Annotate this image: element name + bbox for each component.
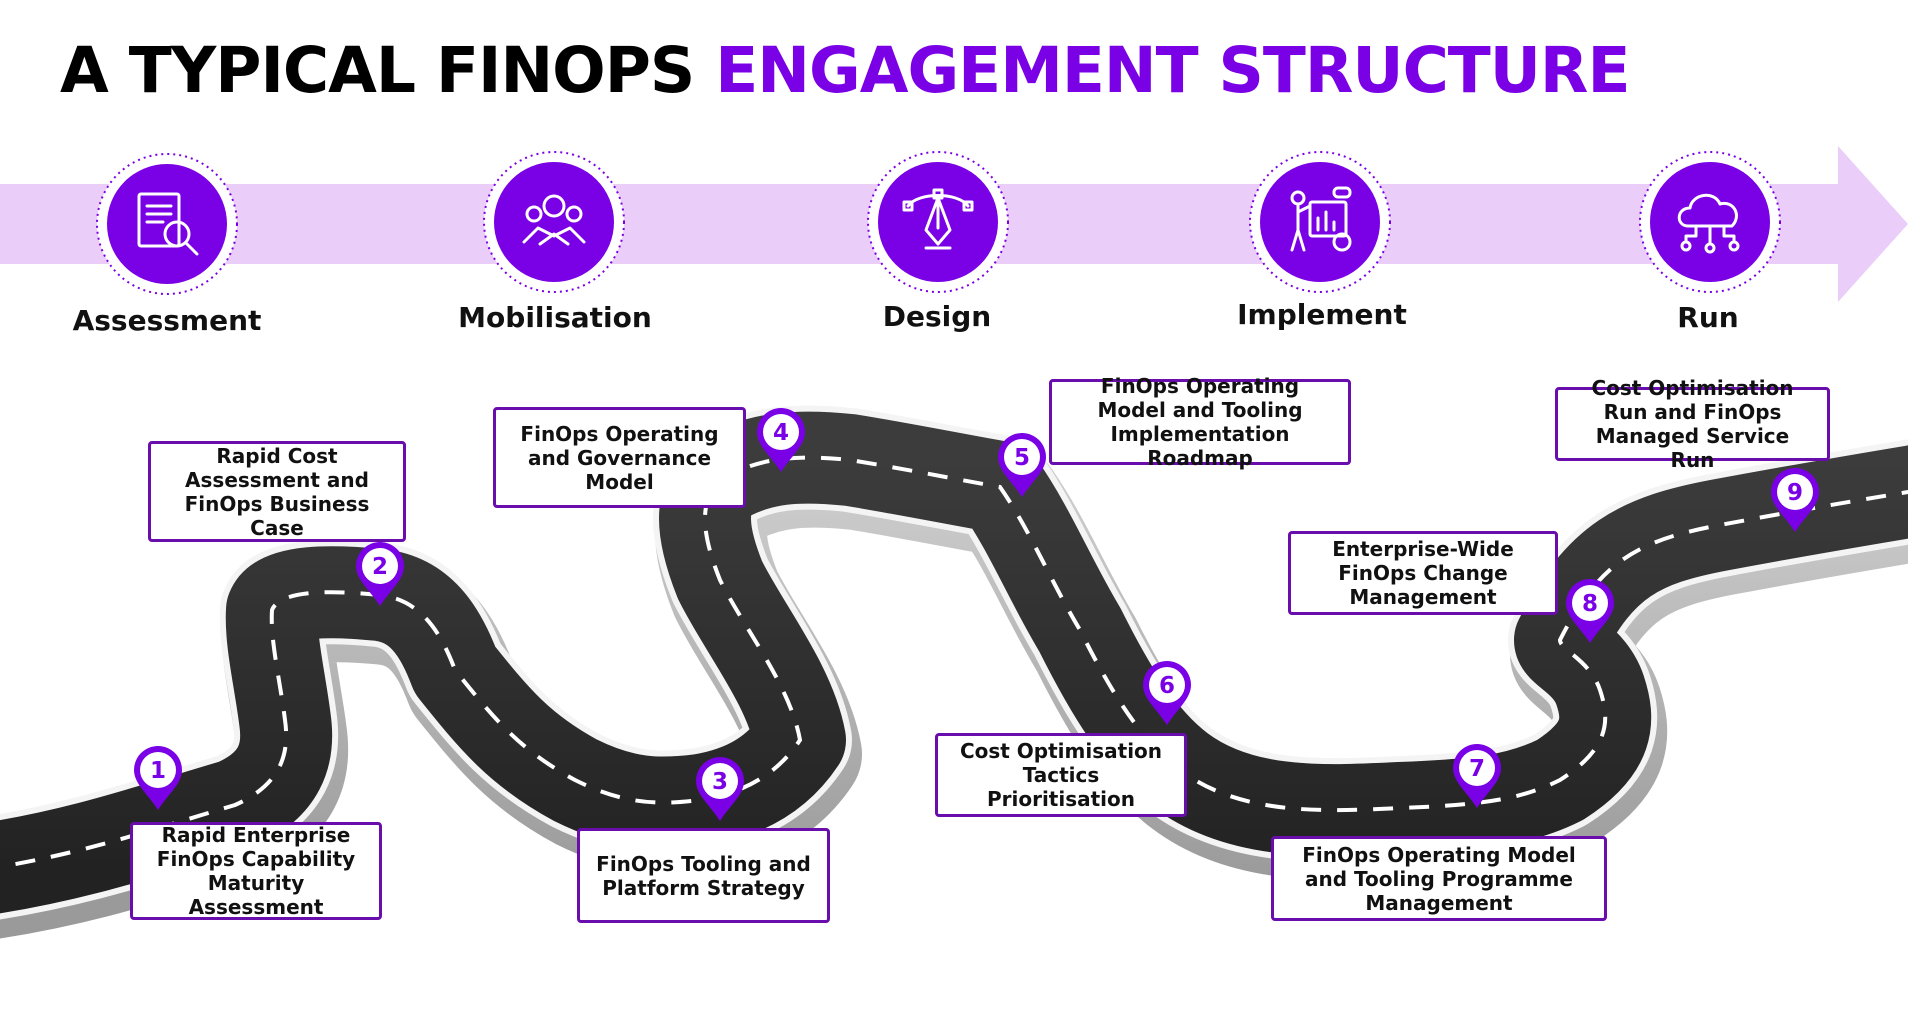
step-label-9: Cost Optimisation Run and FinOps Managed…	[1591, 376, 1794, 472]
step-number-7: 7	[1469, 756, 1485, 782]
step-label-2: Rapid Cost Assessment and FinOps Busines…	[184, 443, 370, 540]
step-marker-5: 5	[998, 433, 1046, 497]
step-box-9: Cost Optimisation Run and FinOps Managed…	[1555, 376, 1830, 472]
step-label-4: FinOps Operating and Governance Model	[520, 421, 719, 494]
pin-inner-disc	[1777, 474, 1813, 510]
pin-inner-disc	[702, 763, 738, 799]
step-marker-8: 8	[1566, 579, 1614, 643]
pin-inner-disc	[1459, 750, 1495, 786]
step-box-4: FinOps Operating and Governance Model	[493, 407, 746, 508]
step-marker-4: 4	[757, 408, 805, 472]
pin-inner-disc	[1572, 585, 1608, 621]
pin-inner-disc	[140, 752, 176, 788]
step-box-1: Rapid Enterprise FinOps Capability Matur…	[130, 822, 382, 920]
step-number-4: 4	[773, 420, 789, 446]
step-marker-7: 7	[1453, 744, 1501, 808]
icon-disc	[1260, 162, 1380, 282]
document-search-icon	[96, 153, 238, 295]
step-box-5: FinOps Operating Model and Tooling Imple…	[1049, 374, 1351, 470]
page-title: A TYPICAL FINOPS ENGAGEMENT STRUCTURE	[60, 34, 1630, 108]
step-marker-3: 3	[696, 757, 744, 821]
step-marker-6: 6	[1143, 661, 1191, 725]
step-label-6: Cost Optimisation Tactics Prioritisation	[959, 739, 1163, 811]
pin-inner-disc	[362, 548, 398, 584]
phase-label-run: Run	[1677, 301, 1739, 334]
step-marker-1: 1	[134, 746, 182, 810]
step-number-2: 2	[372, 554, 388, 580]
step-box-8: Enterprise-Wide FinOps Change Management	[1288, 531, 1558, 615]
step-number-1: 1	[150, 758, 166, 784]
step-box-7: FinOps Operating Model and Tooling Progr…	[1271, 836, 1607, 921]
step-label-1: Rapid Enterprise FinOps Capability Matur…	[156, 823, 356, 919]
step-label-8: Enterprise-Wide FinOps Change Management	[1332, 537, 1514, 609]
step-box-2: Rapid Cost Assessment and FinOps Busines…	[148, 441, 406, 542]
title-part-accent: ENGAGEMENT STRUCTURE	[715, 34, 1630, 107]
person-dashboard-icon	[1249, 151, 1391, 293]
pin-inner-disc	[1004, 439, 1040, 475]
step-box-6: Cost Optimisation Tactics Prioritisation	[935, 733, 1187, 817]
icon-disc	[494, 162, 614, 282]
phase-label-design: Design	[882, 300, 992, 333]
step-label-7: FinOps Operating Model and Tooling Progr…	[1302, 842, 1576, 915]
pin-inner-disc	[1149, 667, 1185, 703]
step-number-9: 9	[1787, 480, 1803, 506]
step-marker-2: 2	[356, 542, 404, 606]
step-marker-9: 9	[1771, 468, 1819, 532]
title-part-black: A TYPICAL FINOPS	[60, 34, 695, 107]
cloud-network-icon	[1639, 151, 1781, 293]
step-label-5: FinOps Operating Model and Tooling Imple…	[1097, 374, 1303, 470]
step-number-8: 8	[1582, 591, 1598, 617]
pin-inner-disc	[763, 414, 799, 450]
timeline-arrowhead	[1838, 146, 1908, 302]
icon-disc	[1650, 162, 1770, 282]
team-handshake-icon	[483, 151, 625, 293]
step-number-3: 3	[712, 769, 728, 795]
pen-tool-icon	[867, 151, 1009, 293]
step-box-3: FinOps Tooling and Platform Strategy	[577, 828, 830, 923]
step-label-3: FinOps Tooling and Platform Strategy	[596, 851, 811, 900]
phase-label-mobilisation: Mobilisation	[458, 301, 652, 334]
phase-label-assessment: Assessment	[72, 304, 262, 337]
phase-label-implement: Implement	[1237, 298, 1407, 331]
icon-disc	[107, 164, 227, 284]
step-number-5: 5	[1014, 445, 1030, 471]
step-number-6: 6	[1159, 673, 1175, 699]
